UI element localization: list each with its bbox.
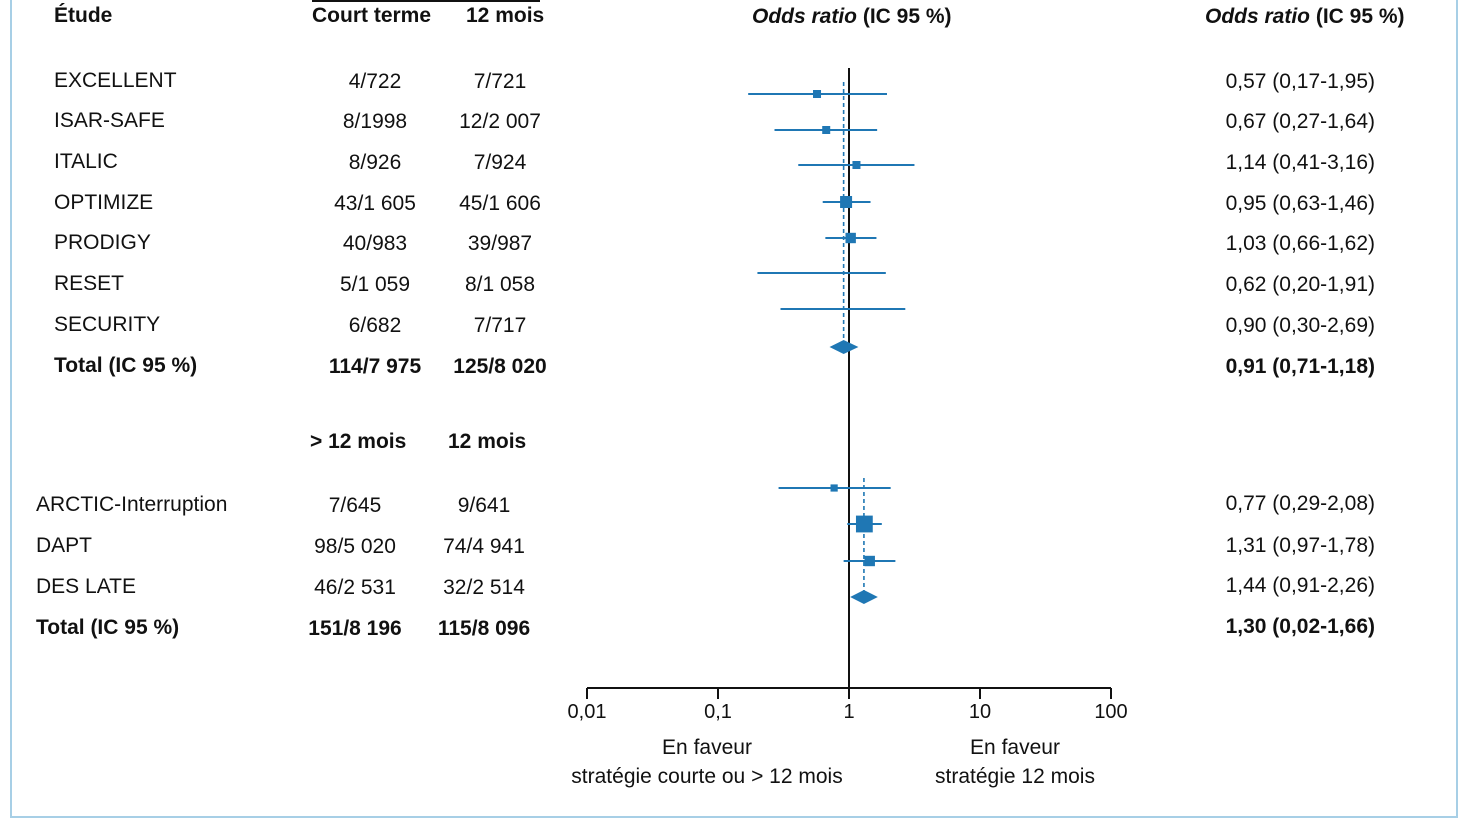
- study-name: OPTIMIZE: [54, 191, 154, 214]
- study-events-a: 5/1 059: [339, 273, 411, 296]
- total-events-a: 151/8 196: [308, 617, 402, 640]
- study-events-a: 98/5 020: [314, 535, 396, 558]
- study-or-text: 0,57 (0,17-1,95): [1225, 70, 1375, 93]
- study-point-estimate: [855, 515, 873, 533]
- header-col-a: Court terme: [312, 4, 432, 27]
- x-tick-label: 0,1: [704, 701, 732, 723]
- study-name: SECURITY: [54, 313, 161, 336]
- study-point-estimate: [864, 555, 875, 567]
- total-events-b: 125/8 020: [453, 355, 547, 378]
- study-name: PRODIGY: [54, 231, 151, 254]
- study-point-estimate: [822, 126, 831, 134]
- study-or-text: 0,67 (0,27-1,64): [1225, 110, 1375, 133]
- study-or-text: 0,90 (0,30-2,69): [1225, 314, 1375, 337]
- header-or-right-italic: Odds ratio: [1205, 5, 1311, 28]
- study-point-estimate: [813, 90, 822, 98]
- header-or-plot: Odds ratio (IC 95 %): [752, 5, 952, 29]
- study-events-a: 46/2 531: [314, 576, 396, 599]
- study-events-b: 45/1 606: [459, 192, 541, 215]
- study-name: DES LATE: [36, 575, 136, 598]
- study-or-text: 1,14 (0,41-3,16): [1225, 151, 1375, 174]
- study-or-text: 0,95 (0,63-1,46): [1225, 192, 1375, 215]
- x-tick-label: 0,01: [568, 701, 607, 723]
- study-events-b: 32/2 514: [443, 576, 525, 599]
- favour-right-line1: En faveur: [970, 736, 1060, 759]
- study-events-b: 7/721: [473, 70, 527, 93]
- x-tick-label: 100: [1094, 701, 1127, 723]
- header-study: Étude: [54, 4, 113, 27]
- study-events-a: 8/926: [348, 151, 402, 174]
- study-events-a: 43/1 605: [334, 192, 416, 215]
- study-events-b: 8/1 058: [464, 273, 536, 296]
- study-events-a: 6/682: [348, 314, 402, 337]
- study-events-b: 39/987: [467, 232, 533, 255]
- favour-left-line2: stratégie courte ou > 12 mois: [571, 765, 843, 788]
- favour-left-line1: En faveur: [662, 736, 752, 759]
- total-name: Total (IC 95 %): [36, 616, 180, 639]
- study-name: RESET: [54, 272, 125, 295]
- study-or-text: 1,44 (0,91-2,26): [1225, 574, 1375, 597]
- x-tick-label: 1: [843, 701, 854, 723]
- total-or-text: 0,91 (0,71-1,18): [1225, 355, 1375, 378]
- study-or-text: 1,31 (0,97-1,78): [1225, 534, 1375, 557]
- study-events-b: 9/641: [457, 494, 511, 517]
- total-events-b: 115/8 096: [437, 617, 531, 640]
- header-rule: [312, 0, 540, 2]
- study-point-estimate: [852, 161, 861, 169]
- header-or-right-suffix: (IC 95 %): [1315, 5, 1405, 28]
- study-events-b: 74/4 941: [443, 535, 525, 558]
- total-name: Total (IC 95 %): [54, 354, 198, 377]
- study-events-a: 40/983: [342, 232, 408, 255]
- header-or-plot-suffix: (IC 95 %): [862, 5, 952, 28]
- study-name: ITALIC: [54, 150, 118, 173]
- study-events-b: 7/717: [473, 314, 527, 337]
- header-col-b: 12 mois: [466, 4, 545, 27]
- favour-right-line2: stratégie 12 mois: [935, 765, 1095, 788]
- header-or-right: Odds ratio (IC 95 %): [1205, 5, 1405, 29]
- study-point-estimate: [840, 196, 853, 208]
- study-name: ISAR-SAFE: [54, 109, 165, 132]
- study-events-a: 4/722: [348, 70, 402, 93]
- study-events-b: 12/2 007: [459, 110, 541, 133]
- study-or-text: 0,62 (0,20-1,91): [1225, 273, 1375, 296]
- header-or-plot-italic: Odds ratio: [752, 5, 858, 28]
- total-diamond: [829, 340, 859, 354]
- figure-frame: [10, 0, 1458, 818]
- study-events-b: 7/924: [473, 151, 527, 174]
- study-point-estimate: [830, 484, 838, 492]
- group2-col-b-label: 12 mois: [448, 430, 527, 453]
- study-name: DAPT: [36, 534, 93, 557]
- total-or-text: 1,30 (0,02-1,66): [1225, 615, 1375, 638]
- total-diamond: [850, 590, 878, 604]
- study-or-text: 0,77 (0,29-2,08): [1225, 492, 1375, 515]
- study-events-a: 8/1998: [342, 110, 408, 133]
- study-name: ARCTIC-Interruption: [36, 493, 228, 516]
- study-name: EXCELLENT: [54, 69, 177, 92]
- study-or-text: 1,03 (0,66-1,62): [1225, 232, 1375, 255]
- study-events-a: 7/645: [328, 494, 382, 517]
- study-point-estimate: [845, 232, 856, 244]
- x-tick-label: 10: [969, 701, 991, 723]
- group2-col-a-label: > 12 mois: [310, 430, 407, 453]
- total-events-a: 114/7 975: [328, 355, 422, 378]
